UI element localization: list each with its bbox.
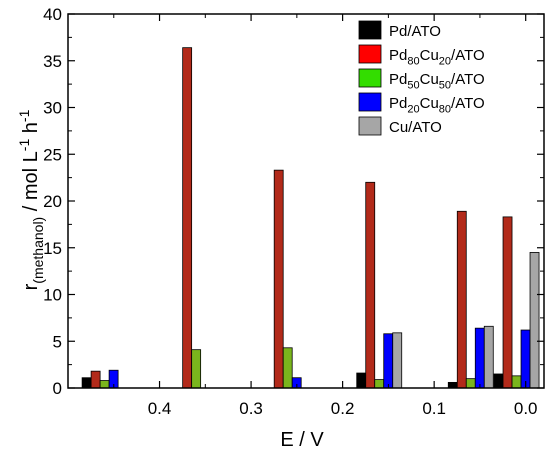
bar-2-2 — [282, 347, 293, 389]
legend-swatch-4 — [358, 116, 382, 136]
y-tick-label-2: 10 — [43, 286, 62, 305]
y-axis-title: r(methanol) / mol L-1 h-1 — [16, 109, 46, 290]
text-part-0: Pd/ATO — [389, 23, 441, 40]
legend-label-1: Pd80Cu20/ATO — [389, 47, 485, 68]
bar-1-4 — [456, 210, 467, 389]
text-part-4: /ATO — [451, 95, 485, 112]
y-tick-label-1: 5 — [53, 332, 62, 351]
text-part-0: r — [20, 283, 42, 290]
legend-label-2: Pd50Cu50/ATO — [389, 71, 485, 92]
bar-2-0 — [99, 380, 110, 389]
y-tick-label-3: 15 — [43, 239, 62, 258]
bars — [81, 47, 540, 389]
y-tick-label-6: 30 — [43, 99, 62, 118]
x-axis-title: E / V — [280, 429, 324, 451]
bar-0-5 — [493, 373, 504, 389]
legend-swatch-1 — [358, 44, 382, 64]
x-tick-label-4: 0.0 — [514, 399, 538, 418]
text-part-1: 50 — [407, 80, 419, 92]
bar-1-0 — [90, 370, 101, 389]
x-tick-label-0: 0.4 — [148, 399, 172, 418]
text-part-1: 20 — [407, 104, 419, 116]
bar-2-5 — [511, 375, 522, 389]
text-part-3: 20 — [439, 56, 451, 68]
y-tick-label-7: 35 — [43, 52, 62, 71]
text-part-0: Cu/ATO — [389, 119, 442, 136]
bar-1-1 — [182, 47, 193, 389]
text-part-0: Pd — [389, 71, 407, 88]
text-part-2: Cu — [420, 47, 439, 64]
axes: 0 5 10 15 20 25 30 35 40 0.4 0.3 0.2 0.1 0.0 — [43, 5, 545, 418]
bar-3-3 — [383, 333, 394, 389]
text-part-0: Pd — [389, 95, 407, 112]
bar-2-3 — [374, 379, 385, 389]
bar-2-1 — [191, 349, 202, 389]
y-tick-label-0: 0 — [53, 379, 62, 398]
text-part-1: 80 — [407, 56, 419, 68]
legend-label-3: Pd20Cu80/ATO — [389, 95, 485, 116]
legend-label-0: Pd/ATO — [389, 23, 441, 40]
x-tick-label-3: 0.1 — [422, 399, 446, 418]
text-part-4: /ATO — [451, 71, 485, 88]
text-part-5: -1 — [16, 109, 32, 122]
text-part-4: h — [20, 122, 42, 139]
bar-1-2 — [273, 169, 284, 389]
legend-label-4: Cu/ATO — [389, 119, 442, 136]
x-tick-label-1: 0.3 — [239, 399, 263, 418]
bar-1-3 — [365, 181, 376, 389]
text-part-2: Cu — [420, 95, 439, 112]
legend-swatch-0 — [358, 20, 382, 40]
bar-0-3 — [356, 372, 367, 389]
text-part-3: -1 — [16, 139, 32, 152]
bar-4-5 — [529, 252, 540, 389]
bar-3-4 — [474, 327, 485, 389]
bar-0-4 — [447, 381, 458, 389]
text-part-3: 50 — [439, 80, 451, 92]
x-tick-label-2: 0.2 — [331, 399, 355, 418]
bar-0-0 — [81, 377, 92, 389]
bar-1-5 — [502, 216, 513, 389]
text-part-2: Cu — [420, 71, 439, 88]
bar-4-4 — [483, 325, 494, 389]
text-part-4: /ATO — [451, 47, 485, 64]
legend-swatch-2 — [358, 68, 382, 88]
bar-2-4 — [465, 378, 476, 389]
bar-4-3 — [392, 332, 403, 389]
text-part-3: 80 — [439, 104, 451, 116]
y-tick-label-8: 40 — [43, 5, 62, 24]
y-tick-label-5: 25 — [43, 145, 62, 164]
legend: Pd/ATOPd80Cu20/ATOPd50Cu50/ATOPd20Cu80/A… — [358, 20, 485, 136]
text-part-1: (methanol) — [30, 217, 46, 284]
bar-3-5 — [520, 329, 531, 389]
y-tick-label-4: 20 — [43, 192, 62, 211]
text-part-0: Pd — [389, 47, 407, 64]
text-part-2: / mol L — [20, 151, 42, 217]
legend-swatch-3 — [358, 92, 382, 112]
